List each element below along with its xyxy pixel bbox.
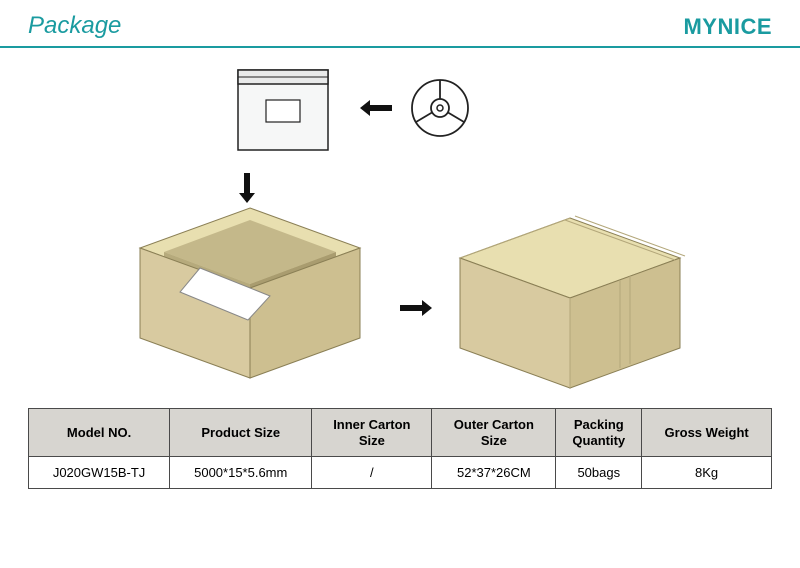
bag-icon	[238, 70, 328, 150]
col-header: Gross Weight	[642, 409, 772, 457]
table-cell: 50bags	[556, 457, 642, 489]
col-header: Model NO.	[29, 409, 170, 457]
spec-table: Model NO.Product SizeInner CartonSizeOut…	[28, 408, 772, 489]
arrow-left-icon	[360, 100, 392, 116]
col-header: Inner CartonSize	[312, 409, 432, 457]
page-title: Package	[28, 12, 121, 40]
table-cell: 5000*15*5.6mm	[170, 457, 312, 489]
arrow-right-icon	[400, 300, 432, 316]
packaging-diagram	[0, 48, 800, 408]
table-cell: /	[312, 457, 432, 489]
table-cell: 8Kg	[642, 457, 772, 489]
reel-icon	[412, 80, 468, 136]
col-header: PackingQuantity	[556, 409, 642, 457]
table-cell: J020GW15B-TJ	[29, 457, 170, 489]
table-row: J020GW15B-TJ5000*15*5.6mm/52*37*26CM50ba…	[29, 457, 772, 489]
table-cell: 52*37*26CM	[432, 457, 556, 489]
brand-logo: MYNICE	[683, 14, 772, 40]
col-header: Outer CartonSize	[432, 409, 556, 457]
arrow-down-icon	[239, 173, 255, 203]
col-header: Product Size	[170, 409, 312, 457]
closed-box-icon	[460, 216, 685, 388]
open-box-icon	[140, 208, 360, 378]
